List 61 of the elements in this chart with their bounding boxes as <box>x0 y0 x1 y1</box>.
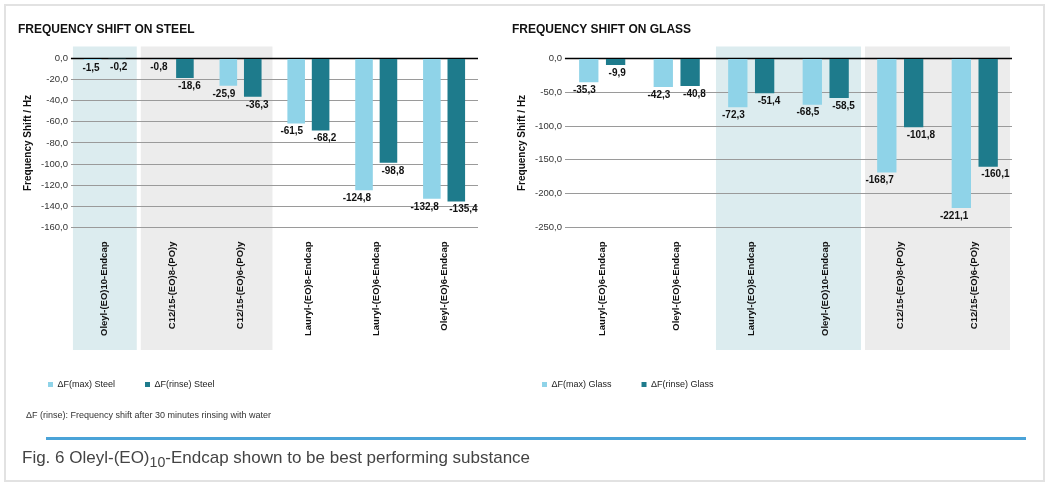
y-tick-label: 0,0 <box>548 52 562 64</box>
legend-label: ΔF(rinse) Glass <box>651 378 715 389</box>
x-tick-label: C12/15-(EO)6-(PO)y <box>234 240 246 330</box>
data-label: -51,4 <box>757 94 781 106</box>
y-tick-label: -160,0 <box>41 221 68 233</box>
data-label: -42,3 <box>647 88 671 100</box>
y-tick-label: -250,0 <box>535 221 562 233</box>
y-tick-label: -60,0 <box>46 115 68 127</box>
caption: Fig. 6 Oleyl-(EO)$_{10}$-Endcap shown to be best performing substance <box>22 448 531 471</box>
y-tick-label: -100,0 <box>535 119 562 131</box>
data-label: -135,4 <box>449 203 479 215</box>
x-tick-label: Lauryl-(EO)6-Endcap <box>595 241 607 337</box>
y-tick-label: -120,0 <box>41 178 68 190</box>
data-label: -1,5 <box>82 61 101 73</box>
data-label: -132,8 <box>410 200 440 212</box>
data-label: -58,5 <box>832 99 856 111</box>
x-tick-label: Oleyl-(EO)10-Endcap <box>98 241 110 337</box>
data-label: -36,3 <box>245 98 269 110</box>
y-tick-label: -140,0 <box>41 199 68 211</box>
x-tick-label: C12/15-(EO)8-(PO)y <box>893 240 905 330</box>
legend-label: ΔF(rinse) Steel <box>154 378 215 389</box>
y-tick-label: -150,0 <box>535 153 562 165</box>
data-label: -0,8 <box>150 61 168 72</box>
data-label: -168,7 <box>865 174 895 186</box>
data-label: -72,3 <box>722 109 746 121</box>
y-axis-title: Frequency Shift / Hz <box>515 94 527 192</box>
data-label: -61,5 <box>280 125 304 137</box>
data-label: -221,1 <box>939 209 969 221</box>
data-label: -9,9 <box>608 66 627 78</box>
chart-title: FREQUENCY SHIFT ON STEEL <box>18 21 195 36</box>
legend-label: ΔF(max) Steel <box>57 378 116 389</box>
legend-label: ΔF(max) Glass <box>551 378 613 389</box>
x-tick-label: C12/15-(EO)8-(PO)y <box>166 240 178 330</box>
data-label: -18,6 <box>177 79 202 91</box>
data-label: -160,1 <box>981 168 1010 180</box>
y-tick-label: -80,0 <box>46 136 68 148</box>
y-tick-label: -200,0 <box>535 187 562 199</box>
x-tick-label: Oleyl-(EO)6-Endcap <box>670 241 682 331</box>
x-tick-label: Lauryl-(EO)8-Endcap <box>744 241 756 337</box>
x-tick-label: Oleyl-(EO)10-Endcap <box>819 241 831 337</box>
y-tick-label: -20,0 <box>46 73 68 85</box>
data-label: -35,3 <box>572 84 597 96</box>
data-label: -124,8 <box>342 192 372 204</box>
y-tick-label: -40,0 <box>46 94 68 106</box>
text: ΔF (rinse): Frequency shift after 30 minutes rinsing with water <box>26 410 272 420</box>
y-tick-label: -100,0 <box>41 157 68 169</box>
x-tick-label: Lauryl-(EO)8-Endcap <box>302 241 314 337</box>
y-axis-title: Frequency Shift / Hz <box>21 94 33 192</box>
data-label: -68,2 <box>313 132 337 144</box>
data-label: -0,2 <box>110 60 128 72</box>
data-label: -101,8 <box>906 129 936 141</box>
data-label: -68,5 <box>796 106 820 118</box>
x-tick-label: Lauryl-(EO)6-Endcap <box>369 241 381 337</box>
x-tick-label: C12/15-(EO)6-(PO)y <box>968 240 980 330</box>
data-label: -98,8 <box>381 164 405 176</box>
y-tick-label: -50,0 <box>540 85 562 97</box>
data-label: -40,8 <box>683 87 707 99</box>
y-tick-label: 0,0 <box>54 52 68 64</box>
data-label: -25,9 <box>212 87 236 99</box>
chart-title: FREQUENCY SHIFT ON GLASS <box>512 21 692 36</box>
x-tick-label: Oleyl-(EO)6-Endcap <box>437 241 449 331</box>
